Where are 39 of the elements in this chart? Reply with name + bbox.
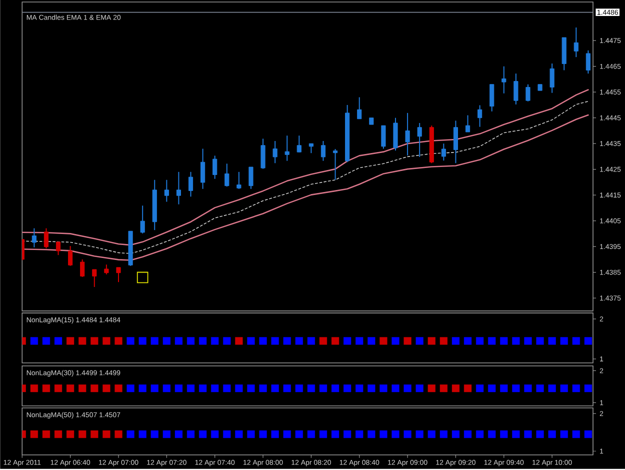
candlestick <box>441 143 446 162</box>
candlestick <box>224 163 230 188</box>
candlestick <box>236 172 242 190</box>
candlestick <box>381 125 386 150</box>
candlestick <box>80 259 85 278</box>
candlestick <box>32 228 36 248</box>
candlestick <box>332 148 338 181</box>
candlestick <box>490 84 494 112</box>
candlestick <box>320 140 326 162</box>
candlestick <box>550 63 554 94</box>
candlestick <box>478 104 482 128</box>
candlestick <box>260 138 266 170</box>
candlestick <box>200 148 206 190</box>
candlestick <box>140 205 145 234</box>
candlestick <box>526 84 530 102</box>
candlestick <box>357 96 362 120</box>
candlestick <box>296 135 302 154</box>
candlestick <box>164 180 169 202</box>
candlestick <box>465 114 470 133</box>
candlestick <box>116 267 121 283</box>
candlestick <box>44 228 49 250</box>
candlestick <box>514 73 518 106</box>
candlestick <box>586 50 590 74</box>
candlestick <box>502 66 506 94</box>
candlestick <box>56 242 61 256</box>
candlestick <box>92 269 97 288</box>
candlestick <box>453 120 458 164</box>
candlestick <box>272 140 278 164</box>
candlestick <box>248 166 254 190</box>
candlestick <box>574 27 578 58</box>
candlestick <box>417 122 422 158</box>
candlestick <box>188 172 194 198</box>
candlestick <box>212 155 218 180</box>
candlestick <box>104 264 109 276</box>
candlestick <box>405 112 410 156</box>
candlestick <box>176 172 182 206</box>
candlestick <box>284 135 290 162</box>
candlestick <box>308 143 314 154</box>
candlestick <box>68 246 73 267</box>
